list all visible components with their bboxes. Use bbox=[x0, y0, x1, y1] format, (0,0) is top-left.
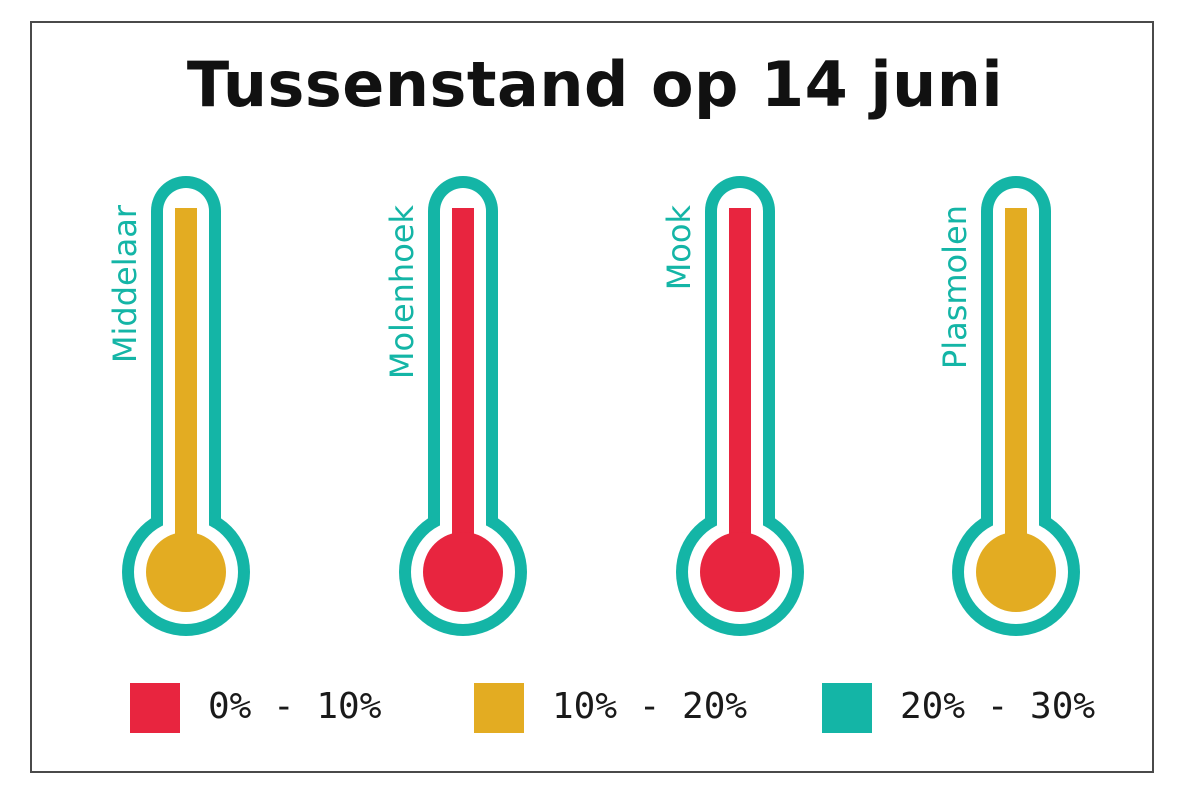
thermometer-molenhoek: Molenhoek bbox=[383, 176, 527, 636]
thermometer-middelaar: Middelaar bbox=[106, 176, 250, 636]
legend-label-0: 0% - 10% bbox=[208, 686, 382, 727]
thermometer-fill bbox=[1005, 208, 1027, 572]
category-label-mook: Mook bbox=[660, 205, 698, 291]
thermometer-bulb-fill bbox=[976, 532, 1056, 612]
category-label-molenhoek: Molenhoek bbox=[383, 205, 421, 380]
thermometer-bulb-fill bbox=[423, 532, 503, 612]
thermometer-fill bbox=[729, 208, 751, 572]
legend-label-1: 10% - 20% bbox=[552, 686, 748, 727]
legend-swatch-0 bbox=[130, 683, 180, 733]
thermometer-bulb-fill bbox=[146, 532, 226, 612]
thermometer-plasmolen: Plasmolen bbox=[936, 176, 1080, 636]
chart-title: Tussenstand op 14 juni bbox=[186, 48, 1004, 121]
category-label-middelaar: Middelaar bbox=[106, 204, 144, 363]
legend-label-2: 20% - 30% bbox=[900, 686, 1096, 727]
category-label-plasmolen: Plasmolen bbox=[936, 205, 974, 369]
legend-swatch-1 bbox=[474, 683, 524, 733]
legend-swatch-2 bbox=[822, 683, 872, 733]
thermometer-bulb-fill bbox=[700, 532, 780, 612]
thermometer-fill bbox=[175, 208, 197, 572]
thermometer-mook: Mook bbox=[660, 176, 804, 636]
thermometer-fill bbox=[452, 208, 474, 572]
